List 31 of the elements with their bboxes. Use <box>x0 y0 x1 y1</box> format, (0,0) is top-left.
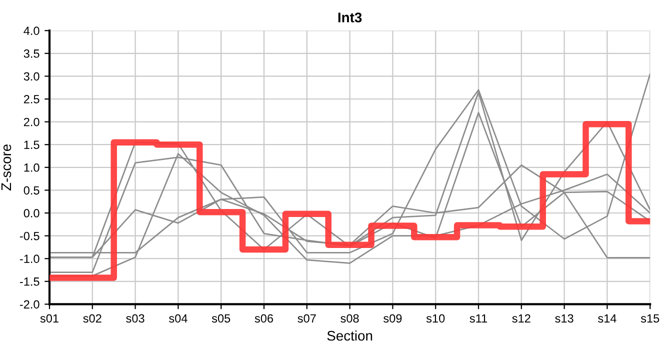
y-tick-label: -2.0 <box>20 300 40 309</box>
y-tick-label: -0.5 <box>20 232 40 240</box>
x-tick-label: s04 <box>169 314 188 323</box>
x-tick-label: s12 <box>512 314 530 323</box>
y-tick-label: -1.5 <box>20 278 40 286</box>
x-tick-label: s02 <box>83 314 102 323</box>
y-tick-label: 2.5 <box>24 95 40 104</box>
x-tick-label: s11 <box>470 314 488 323</box>
chart-title: Int3 <box>338 12 362 22</box>
x-tick-label: s10 <box>426 314 445 323</box>
y-tick-label: -1.0 <box>20 254 40 263</box>
y-tick-label: 0.5 <box>24 186 40 195</box>
y-axis-title: Z-score <box>1 144 12 190</box>
y-tick-label: 3.0 <box>24 72 40 81</box>
y-tick-label: 2.0 <box>24 118 40 126</box>
x-tick-label: s13 <box>555 314 574 323</box>
y-tick-label: 4.0 <box>24 26 40 35</box>
x-tick-label: s08 <box>340 314 359 323</box>
x-tick-label: s06 <box>254 314 273 323</box>
x-tick-label: s09 <box>384 314 402 323</box>
y-tick-label: 0.0 <box>24 209 40 218</box>
y-tick-label: 3.5 <box>24 49 40 58</box>
x-tick-label: s05 <box>212 314 230 323</box>
x-tick-label: s14 <box>598 314 616 323</box>
y-tick-label: 1.0 <box>24 163 40 172</box>
x-tick-label: s03 <box>126 314 144 323</box>
x-tick-label: s15 <box>640 314 660 323</box>
x-tick-label: s01 <box>40 314 58 323</box>
x-axis-title: Section <box>327 330 372 341</box>
x-tick-label: s07 <box>298 314 316 323</box>
y-tick-label: 1.5 <box>24 140 40 149</box>
